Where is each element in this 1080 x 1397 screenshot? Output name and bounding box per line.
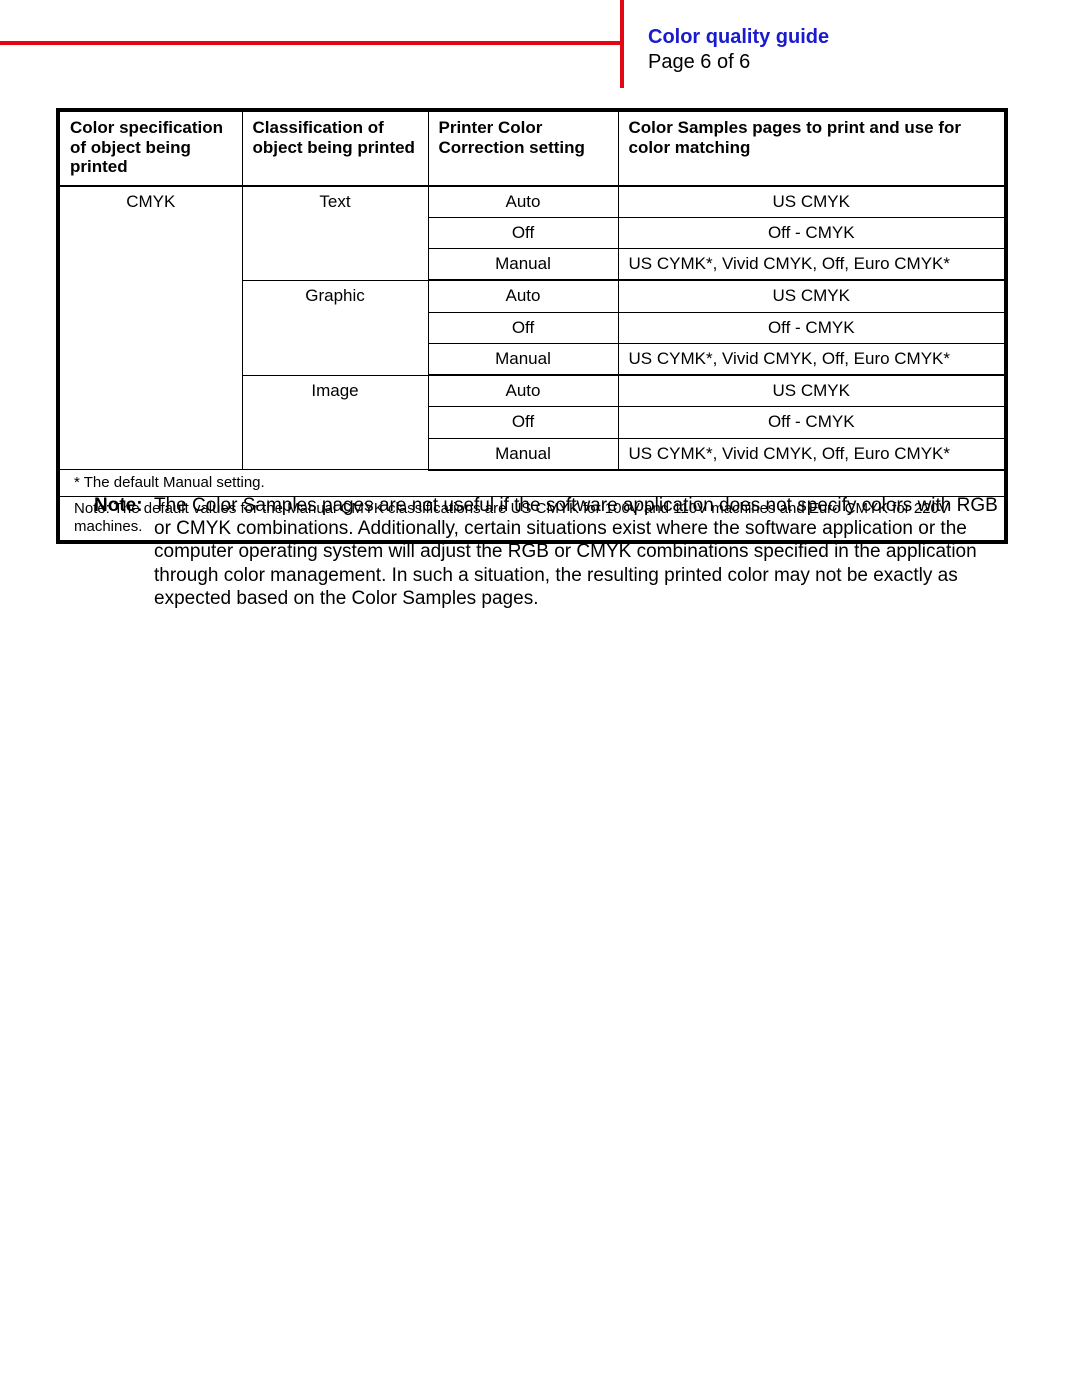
table-header-row: Color specification of object being prin…	[58, 110, 1006, 186]
cell-samples: Off - CMYK	[618, 217, 1006, 248]
cell-samples: US CMYK	[618, 186, 1006, 218]
cell-setting: Manual	[428, 249, 618, 281]
cell-color-spec: CMYK	[58, 186, 242, 470]
cell-setting: Off	[428, 217, 618, 248]
cell-samples: Off - CMYK	[618, 312, 1006, 343]
cell-setting: Auto	[428, 186, 618, 218]
cell-samples: Off - CMYK	[618, 407, 1006, 438]
cell-classification: Text	[242, 186, 428, 281]
header-title-block: Color quality guide Page 6 of 6	[648, 26, 1018, 74]
header-horizontal-rule	[0, 41, 620, 45]
cell-samples: US CYMK*, Vivid CMYK, Off, Euro CMYK*	[618, 343, 1006, 375]
document-title: Color quality guide	[648, 26, 1018, 48]
col-header-classification: Classification of object being printed	[242, 110, 428, 186]
col-header-correction: Printer Color Correction setting	[428, 110, 618, 186]
color-samples-table: Color specification of object being prin…	[56, 108, 1008, 544]
cell-setting: Manual	[428, 438, 618, 470]
cell-setting: Manual	[428, 343, 618, 375]
header-vertical-rule	[620, 0, 624, 88]
cell-samples: US CYMK*, Vivid CMYK, Off, Euro CMYK*	[618, 438, 1006, 470]
cell-classification: Image	[242, 375, 428, 470]
note-paragraph: Note: The Color Samples pages are not us…	[94, 494, 1014, 610]
cell-setting: Auto	[428, 375, 618, 407]
page-number: Page 6 of 6	[648, 50, 1018, 74]
table-footnote-row: * The default Manual setting.	[58, 470, 1006, 496]
cell-setting: Off	[428, 312, 618, 343]
cell-classification: Graphic	[242, 280, 428, 375]
cell-samples: US CYMK*, Vivid CMYK, Off, Euro CMYK*	[618, 249, 1006, 281]
note-label: Note:	[94, 494, 154, 517]
cell-samples: US CMYK	[618, 280, 1006, 312]
cell-setting: Off	[428, 407, 618, 438]
col-header-samples: Color Samples pages to print and use for…	[618, 110, 1006, 186]
cell-setting: Auto	[428, 280, 618, 312]
col-header-spec: Color specification of object being prin…	[58, 110, 242, 186]
note-text: The Color Samples pages are not useful i…	[154, 494, 1014, 610]
table-footnote: * The default Manual setting.	[58, 470, 1006, 496]
document-page: Color quality guide Page 6 of 6 Color sp…	[0, 0, 1080, 1397]
color-table-container: Color specification of object being prin…	[56, 108, 1008, 544]
cell-samples: US CMYK	[618, 375, 1006, 407]
table-row: CMYK Text Auto US CMYK	[58, 186, 1006, 218]
